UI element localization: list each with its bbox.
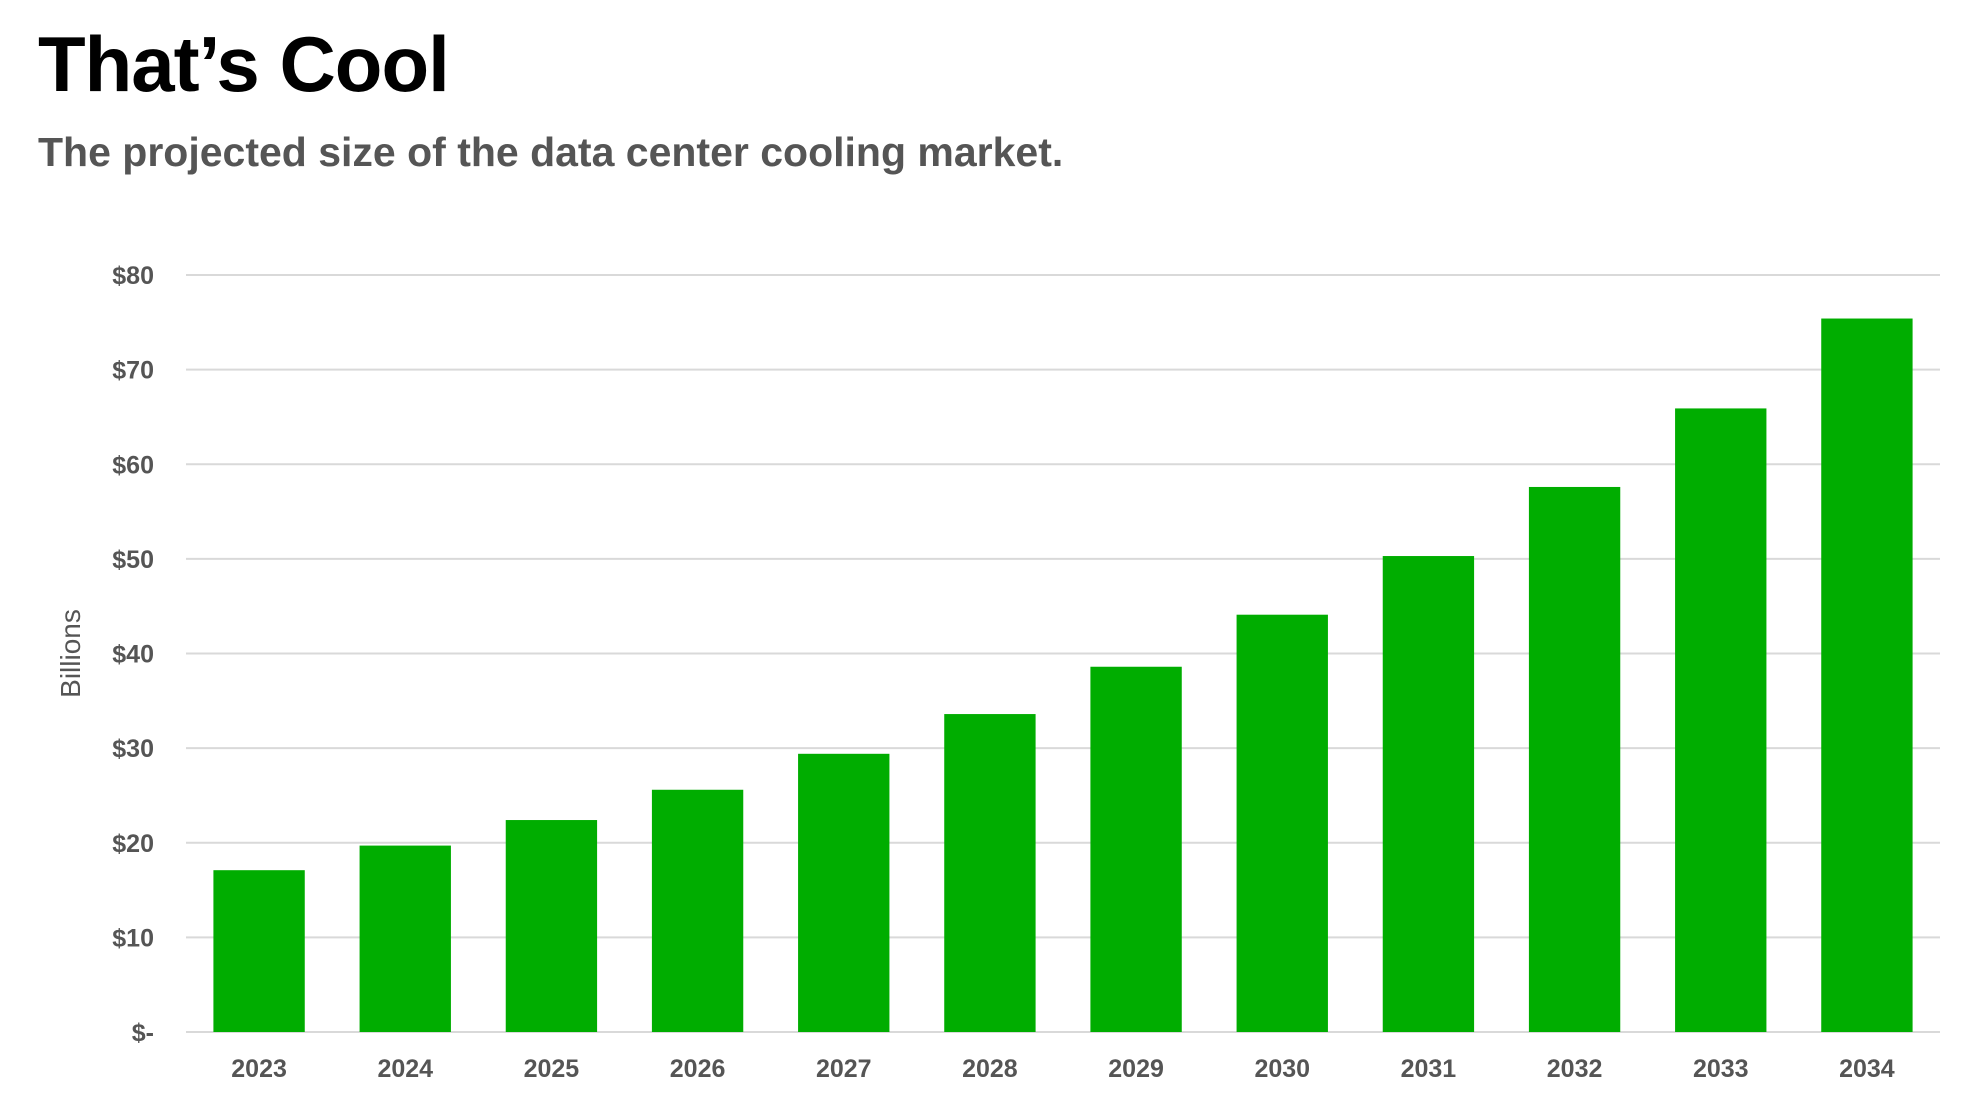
chart-subtitle: The projected size of the data center co… xyxy=(38,129,1064,175)
y-tick-label: $- xyxy=(132,1019,154,1047)
chart-title: That’s Cool xyxy=(38,20,450,108)
x-tick-label: 2032 xyxy=(1547,1055,1603,1083)
y-tick-label: $10 xyxy=(112,924,154,952)
y-tick-label: $60 xyxy=(112,451,154,479)
bar-2023 xyxy=(213,870,305,1032)
y-axis-title: Billions xyxy=(55,609,86,698)
bar-2032 xyxy=(1528,486,1621,1033)
bar-2031 xyxy=(1382,556,1475,1032)
x-tick-label: 2028 xyxy=(962,1055,1018,1083)
bar-2029 xyxy=(1090,666,1182,1032)
x-axis-ticks: 2023 2024 2025 2026 2027 2028 2029 2030 2031 2032… xyxy=(231,1055,1895,1083)
x-tick-label: 2025 xyxy=(524,1055,580,1083)
bar-2034 xyxy=(1821,318,1913,1033)
y-tick-label: $80 xyxy=(112,262,154,290)
bar-2028 xyxy=(944,714,1036,1032)
x-tick-label: 2023 xyxy=(231,1055,287,1083)
bar-2026 xyxy=(651,789,744,1032)
bar-2025 xyxy=(505,820,598,1032)
y-tick-label: $50 xyxy=(112,546,154,574)
gridlines xyxy=(186,274,1940,1033)
bar-2024 xyxy=(359,845,451,1032)
y-tick-label: $20 xyxy=(112,830,154,858)
y-tick-label: $70 xyxy=(112,357,154,385)
x-tick-label: 2024 xyxy=(377,1055,433,1083)
x-tick-label: 2033 xyxy=(1693,1055,1749,1083)
x-tick-label: 2031 xyxy=(1401,1055,1457,1083)
bar-2033 xyxy=(1675,408,1767,1032)
bar-2030 xyxy=(1236,614,1328,1032)
x-tick-label: 2029 xyxy=(1108,1055,1164,1083)
y-tick-label: $40 xyxy=(112,641,154,669)
x-tick-label: 2034 xyxy=(1839,1055,1895,1083)
x-tick-label: 2030 xyxy=(1254,1055,1310,1083)
y-axis-ticks: $- $10 $20 $30 $40 $50 $60 $70 $80 xyxy=(112,262,154,1047)
x-tick-label: 2026 xyxy=(670,1055,726,1083)
y-tick-label: $30 xyxy=(112,735,154,763)
x-tick-label: 2027 xyxy=(816,1055,872,1083)
bars xyxy=(213,318,1913,1033)
bar-2027 xyxy=(798,753,890,1032)
